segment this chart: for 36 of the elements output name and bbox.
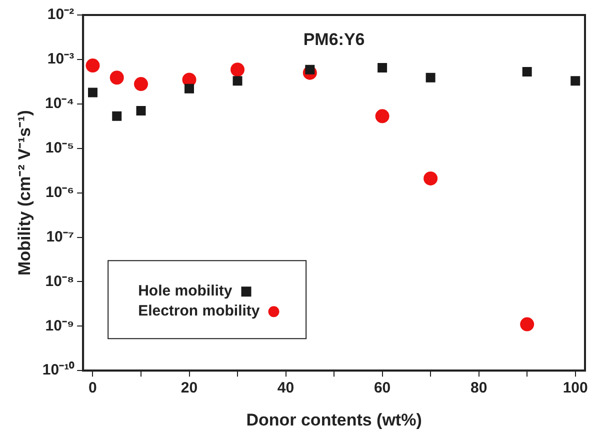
legend-label: Hole mobility (138, 282, 233, 300)
point (184, 84, 194, 94)
point (520, 317, 534, 332)
point (378, 63, 388, 73)
x-tick-label: 40 (277, 380, 294, 397)
y-tick-label: 10⁻⁵ (45, 139, 74, 156)
point (232, 76, 242, 86)
x-tick-label: 0 (88, 380, 97, 397)
point (522, 66, 532, 76)
text: PM6:Y6 (303, 30, 365, 49)
x-tick-label: 60 (374, 380, 391, 397)
x-tick-label: 80 (470, 380, 488, 397)
point (88, 88, 98, 98)
x-tick-label: 100 (562, 380, 588, 397)
y-tick-label: 10⁻⁸ (45, 272, 74, 290)
point (426, 72, 436, 82)
x-tick-label: 20 (180, 380, 198, 397)
y-tick-label: 10⁻³ (47, 50, 74, 68)
y-tick-label: 10⁻⁹ (45, 317, 74, 334)
y-tick-label: 10⁻⁶ (45, 184, 74, 201)
point (112, 111, 122, 121)
point (134, 77, 148, 92)
y-tick-label: 10⁻⁴ (44, 95, 74, 112)
point (230, 62, 245, 77)
point (86, 58, 100, 73)
point (110, 70, 124, 85)
y-tick-label: 10⁻⁷ (46, 228, 74, 246)
point (424, 171, 438, 186)
legend-label: Electron mobility (138, 302, 260, 320)
point (136, 106, 146, 116)
y-tick-label: 10⁻² (47, 6, 74, 24)
point (375, 109, 390, 124)
y-axis-title: Mobility (cm⁻² V⁻¹s⁻¹) (14, 110, 34, 276)
x-axis-title: Donor contents (wt%) (246, 410, 422, 430)
y-tick-label: 10⁻¹⁰ (42, 360, 76, 379)
point (570, 76, 580, 86)
